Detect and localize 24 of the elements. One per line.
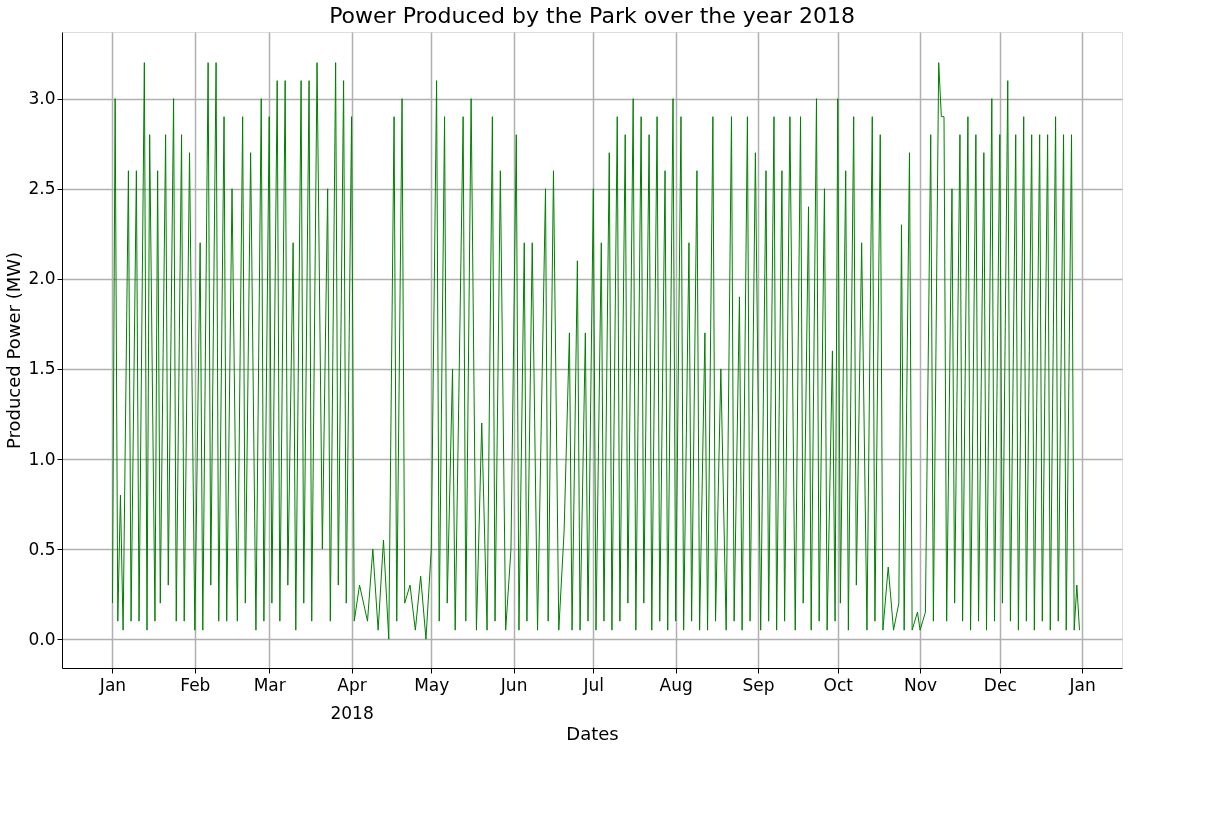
x-tick-label: Aug xyxy=(659,674,693,695)
y-axis-title: Produced Power (MW) xyxy=(3,251,25,450)
x-tick-label: Oct xyxy=(823,674,854,695)
y-tick-label: 1.0 xyxy=(28,448,56,469)
y-tick-label: 1.5 xyxy=(28,358,56,379)
x-tick-label: Mar xyxy=(253,674,286,695)
x-tick-label: Jan xyxy=(1068,674,1096,695)
x-tick-label: Feb xyxy=(180,674,211,695)
x-tick-label: Jul xyxy=(582,674,605,695)
y-tick-label: 2.5 xyxy=(28,178,56,199)
x-tick-label: May xyxy=(414,674,450,695)
x-tick-label: Apr 2018 xyxy=(330,674,374,723)
x-tick-label: Sep xyxy=(742,674,775,695)
x-tick-label: Dec xyxy=(983,674,1017,695)
x-axis-title: Dates xyxy=(566,722,619,744)
x-tick-label: Jun xyxy=(499,674,528,695)
y-tick-label: 3.0 xyxy=(28,88,56,109)
x-tick-label: Jan xyxy=(98,674,127,695)
line-series xyxy=(111,62,1080,640)
chart-title: Power Produced by the Park over the year 2018 xyxy=(329,3,855,28)
y-tick-label: 0.0 xyxy=(28,628,56,649)
x-tick-label: Nov xyxy=(904,674,938,695)
y-tick-label: 0.5 xyxy=(28,538,56,559)
y-tick-label: 2.0 xyxy=(28,268,56,289)
